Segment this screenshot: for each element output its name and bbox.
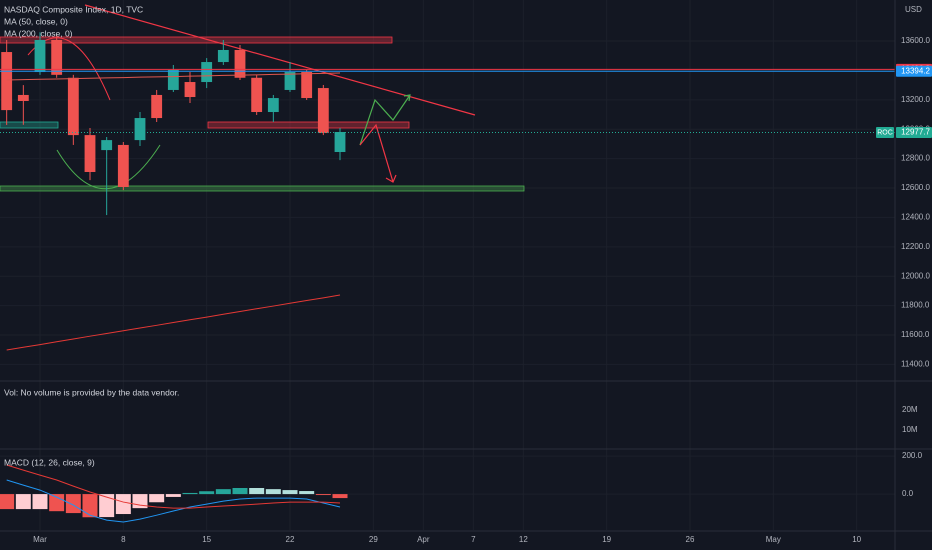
histogram-bar [215, 489, 231, 495]
candle-body [184, 82, 196, 98]
macd-line [6, 479, 341, 523]
price-label: 12977.7 [901, 128, 930, 137]
histogram-bar [115, 494, 131, 515]
marks [0, 32, 895, 523]
candle-body [317, 88, 329, 134]
candle-body [201, 62, 213, 83]
histogram-bar [299, 491, 315, 495]
y-tick-label: 200.0 [902, 451, 923, 460]
price-label-box [896, 126, 932, 138]
grid [0, 0, 895, 530]
y-tick-label: 11600.0 [901, 330, 930, 339]
histogram-bar [149, 494, 165, 503]
legend-entry: MA (50, close, 0) [4, 16, 68, 26]
candle-body [334, 132, 346, 152]
x-tick-label: May [766, 535, 781, 544]
histogram-bar [82, 494, 98, 518]
candle-body [101, 140, 113, 151]
candle-body [34, 39, 46, 73]
histogram-bar [65, 494, 81, 514]
signal-line [6, 464, 341, 509]
y-tick-label: 12800.0 [901, 154, 930, 163]
y-tick-label: 11400.0 [901, 360, 930, 369]
x-tick-label: 19 [602, 535, 611, 544]
candle-body [17, 94, 29, 101]
candle-body [51, 39, 63, 75]
symbol-title: NASDAQ Composite Index, 1D, TVC [4, 4, 143, 14]
candle-body [234, 49, 246, 78]
histogram-bar [165, 494, 181, 497]
ma-line [6, 72, 341, 81]
y-tick-label: 20M [902, 405, 918, 414]
candle-body [1, 52, 13, 111]
histogram-bar [199, 491, 215, 495]
price-label-box [896, 65, 932, 77]
histogram-bar [282, 490, 298, 495]
resistance-zone [0, 36, 393, 44]
y-tick-label: 13200.0 [901, 95, 930, 104]
x-tick-label: Apr [417, 535, 430, 544]
y-tick-label: 12000.0 [901, 271, 930, 280]
macd-title: MACD (12, 26, close, 9) [4, 457, 95, 467]
x-tick-label: 26 [686, 535, 695, 544]
candle-body [217, 49, 229, 63]
candle-body [151, 94, 163, 119]
x-tick-label: 22 [286, 535, 295, 544]
candle-body [67, 77, 79, 136]
candle-body [301, 72, 313, 99]
legend-entry: MA (200, close, 0) [4, 28, 73, 38]
histogram-bar [99, 494, 115, 518]
candle-body [167, 69, 179, 90]
ma-line [6, 294, 341, 351]
candle-body [251, 77, 263, 113]
candle-body [117, 144, 129, 187]
y-tick-label: 12600.0 [901, 183, 930, 192]
y-tick-label: 0.0 [902, 489, 914, 498]
volume-title: Vol: No volume is provided by the data v… [4, 387, 179, 397]
projection-down [359, 123, 394, 183]
x-tick-label: Mar [33, 535, 47, 544]
currency: USD [905, 5, 922, 14]
histogram-bar [332, 494, 348, 499]
x-tick-label: 7 [471, 535, 476, 544]
histogram-bar [49, 494, 65, 512]
histogram-bar [32, 494, 48, 510]
zone [207, 121, 410, 129]
histogram-bar [182, 492, 198, 495]
histogram-bar [15, 494, 31, 510]
x-tick-label: 8 [121, 535, 126, 544]
histogram-bar [232, 488, 248, 495]
x-tick-label: 15 [202, 535, 211, 544]
y-tick-label: 13600.0 [901, 36, 930, 45]
candle-body [284, 72, 296, 90]
x-tick-label: 29 [369, 535, 378, 544]
y-tick-label: 12400.0 [901, 213, 930, 222]
histogram-bar [249, 488, 265, 495]
arrow-head [403, 94, 411, 102]
x-tick-label: 12 [519, 535, 528, 544]
y-tick-label: 10M [902, 425, 918, 434]
histogram-bar [315, 494, 331, 496]
y-tick-label: 11800.0 [901, 301, 930, 310]
arrow-head [385, 174, 397, 183]
y-tick-label: 12200.0 [901, 242, 930, 251]
projection-up [359, 94, 411, 146]
price-label: 13394.2 [901, 66, 930, 75]
price-label-name: ROC [877, 129, 893, 136]
histogram-bar [265, 489, 281, 495]
price-label-name-box [876, 126, 894, 138]
histogram-bar [0, 494, 15, 510]
labels: NASDAQ Composite Index, 1D, TVC MA (50, … [4, 4, 922, 467]
x-tick-label: 10 [852, 535, 861, 544]
candle-body [134, 118, 146, 141]
candle-body [84, 135, 96, 172]
candle-body [267, 98, 279, 113]
zone [0, 121, 59, 129]
support-zone [0, 185, 525, 192]
drawings [0, 4, 525, 192]
